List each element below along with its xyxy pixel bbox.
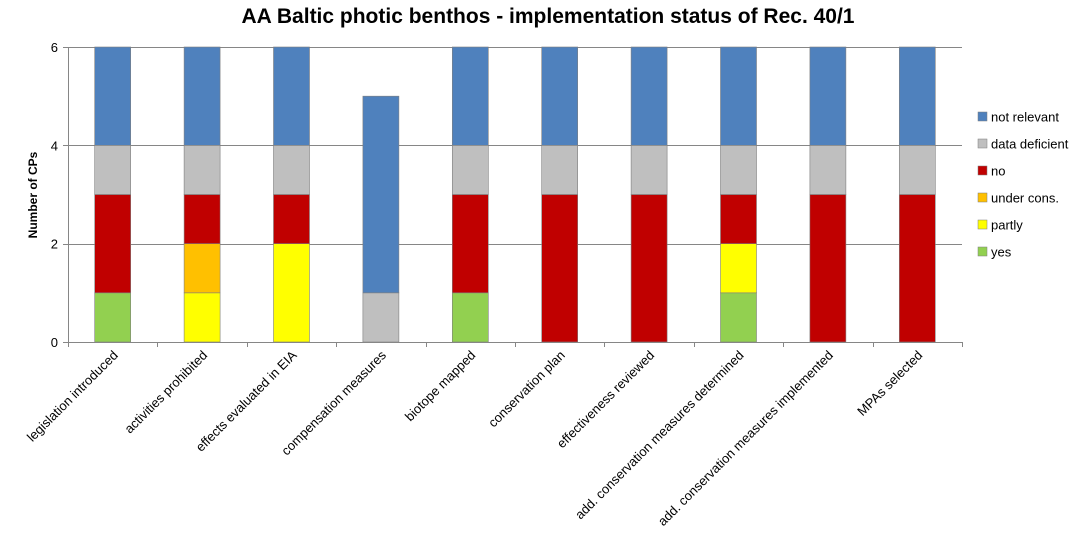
bar-segment-not-relevant	[183, 46, 221, 146]
bar-segment-not-relevant	[541, 46, 579, 146]
bar-segment-partly	[183, 292, 221, 343]
bar-segment-no	[94, 194, 131, 294]
bar-segment-data-deficient	[94, 145, 131, 195]
legend-swatch	[977, 138, 988, 149]
y-tick-label: 0	[51, 335, 58, 350]
bar-segment-data-deficient	[451, 145, 489, 195]
bar-segment-partly	[720, 243, 757, 294]
x-tick-label: legislation introduced	[24, 348, 121, 445]
legend-label: not relevant	[991, 110, 1059, 125]
bar-segment-no	[898, 194, 936, 343]
legend-swatch	[977, 246, 988, 257]
x-tick-label: conservation plan	[485, 348, 568, 431]
x-tick-label: add. conservation measures determined	[572, 348, 747, 523]
bar-segment-not-relevant	[362, 95, 400, 294]
x-tick-label: add. conservation measures implemented	[655, 348, 836, 529]
x-tick-label: effectiveness reviewed	[554, 348, 657, 451]
bar-segment-data-deficient	[541, 145, 579, 195]
legend-swatch	[977, 219, 988, 230]
bar-segment-data-deficient	[809, 145, 847, 195]
y-tick-label: 2	[51, 237, 58, 252]
x-tick-label: biotope mapped	[402, 348, 479, 425]
bar-segment-data-deficient	[273, 145, 310, 195]
bar-segment-not-relevant	[809, 46, 847, 146]
bar-segment-no	[451, 194, 489, 294]
bar-segment-not-relevant	[273, 46, 310, 146]
bar-segment-not-relevant	[451, 46, 489, 146]
bar-segment-not-relevant	[898, 46, 936, 146]
bar-segment-no	[809, 194, 847, 343]
bar-segment-under-cons-	[183, 243, 221, 294]
bar-segment-not-relevant	[720, 46, 757, 146]
y-tick-label: 6	[51, 40, 58, 55]
x-tick-label: activities prohibited	[121, 348, 210, 437]
bar-segment-data-deficient	[630, 145, 668, 195]
bar-segment-no	[183, 194, 221, 244]
bar-segment-partly	[273, 243, 310, 343]
bar-segment-not-relevant	[630, 46, 668, 146]
y-tick-labels: 0 2 4 6	[51, 40, 58, 350]
bar-segment-yes	[94, 292, 131, 343]
x-tick-label: effects evaluated in EIA	[193, 347, 300, 454]
legend-swatch	[977, 192, 988, 203]
bar-segment-no	[720, 194, 757, 244]
legend-label: data deficient	[991, 137, 1069, 152]
axes	[63, 47, 963, 347]
legend-swatch	[977, 165, 988, 176]
x-tick-label: MPAs selected	[854, 348, 925, 419]
bar-segment-data-deficient	[183, 145, 221, 195]
legend-label: no	[991, 164, 1005, 179]
bar-segment-no	[273, 194, 310, 244]
legend-label: under cons.	[991, 191, 1059, 206]
y-tick-label: 4	[51, 138, 58, 153]
chart-title: AA Baltic photic benthos - implementatio…	[242, 5, 855, 28]
x-tick-label: compensation measures	[278, 347, 389, 458]
legend-swatch	[977, 111, 988, 122]
y-axis-label: Number of CPs	[26, 151, 40, 238]
legend-label: partly	[991, 218, 1023, 233]
bar-segment-no	[630, 194, 668, 343]
bar-segment-data-deficient	[720, 145, 757, 195]
bar-segment-no	[541, 194, 579, 343]
bar-segment-data-deficient	[362, 292, 400, 343]
legend: not relevant data deficient no under cons. p…	[977, 110, 1069, 260]
bar-segment-yes	[720, 292, 757, 343]
bar-segment-not-relevant	[94, 46, 131, 146]
x-tick-labels: legislation introduced activities prohibi…	[24, 347, 926, 529]
legend-label: yes	[991, 245, 1012, 260]
bar-segment-yes	[451, 292, 489, 343]
bars	[94, 46, 936, 343]
bar-segment-data-deficient	[898, 145, 936, 195]
